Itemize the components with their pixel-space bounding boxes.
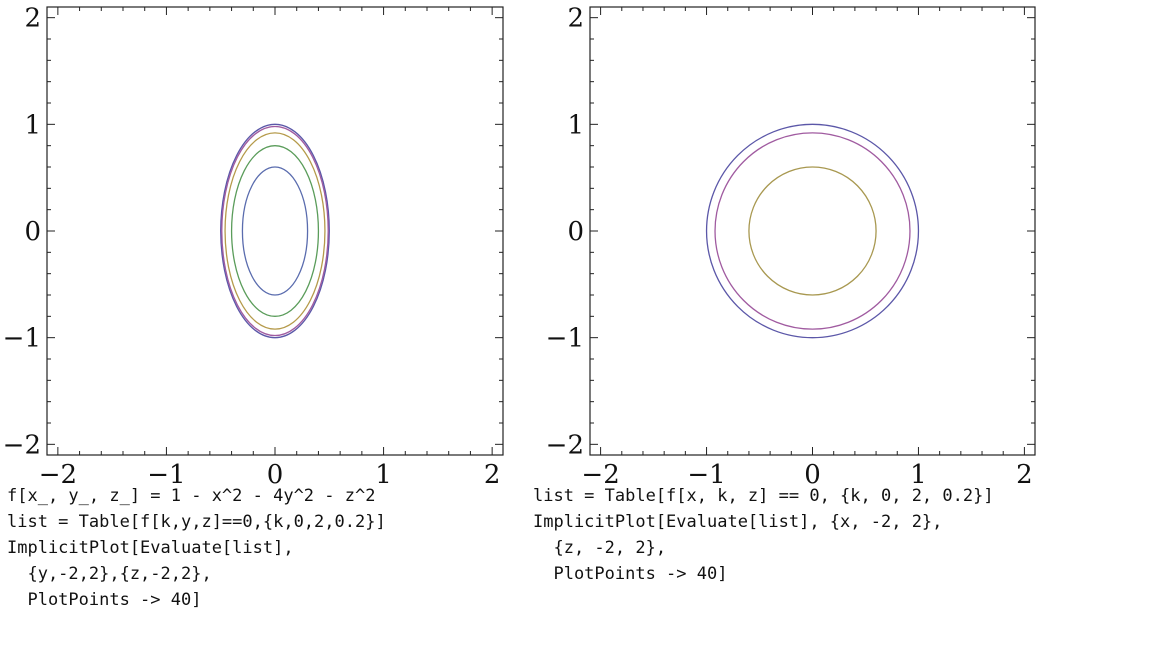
chart-1-contour-curve-2 <box>748 166 877 296</box>
right-code-block: list = Table[f[x, k, z] == 0, {k, 0, 2, … <box>533 486 994 584</box>
chart-1-contour-curve-0 <box>705 123 920 339</box>
chart-0-contour-curve-3 <box>230 145 320 317</box>
chart-1-ytick-label: −1 <box>546 324 584 354</box>
chart-0-ytick-label: −1 <box>3 324 41 354</box>
chart-1-xtick-label: 0 <box>804 460 821 490</box>
chart-0-xtick-label: 2 <box>484 460 501 490</box>
left-implicit-plot: −2 −1 0 1 2 2 1 0 −1 −2 <box>3 4 504 490</box>
chart-0-ytick-label: 2 <box>24 4 41 34</box>
chart-0-contour-curve-2 <box>224 132 326 330</box>
chart-1-ytick-label: −2 <box>546 430 584 460</box>
left-code-block: f[x_, y_, z_] = 1 - x^2 - 4y^2 - z^2 lis… <box>7 486 386 610</box>
chart-0-contour-curve-4 <box>241 166 309 296</box>
chart-0-frame <box>46 6 504 456</box>
chart-0-contour-curve-0 <box>220 123 330 339</box>
chart-1-frame <box>589 6 1036 456</box>
chart-1-xtick-label: −2 <box>581 460 619 490</box>
chart-1-contour-curve-1 <box>714 132 911 330</box>
chart-0-xtick-label: −2 <box>39 460 77 490</box>
chart-1-xtick-label: 2 <box>1016 460 1033 490</box>
chart-1-xtick-label: 1 <box>910 460 927 490</box>
chart-0-xtick-label: 1 <box>375 460 392 490</box>
chart-0-ytick-label: 1 <box>24 110 41 140</box>
chart-1-ytick-label: 2 <box>567 4 584 34</box>
right-implicit-plot: −2 −1 0 1 2 2 1 0 −1 −2 <box>546 4 1036 490</box>
chart-0-contour-curve-1 <box>221 125 329 337</box>
chart-0-ytick-label: 0 <box>24 217 41 247</box>
chart-0-xtick-label: −1 <box>147 460 185 490</box>
chart-0-xtick-label: 0 <box>267 460 284 490</box>
chart-1-xtick-label: −1 <box>687 460 725 490</box>
chart-1-ytick-label: 1 <box>567 110 584 140</box>
chart-0-ytick-label: −2 <box>3 430 41 460</box>
chart-1-ytick-label: 0 <box>567 217 584 247</box>
